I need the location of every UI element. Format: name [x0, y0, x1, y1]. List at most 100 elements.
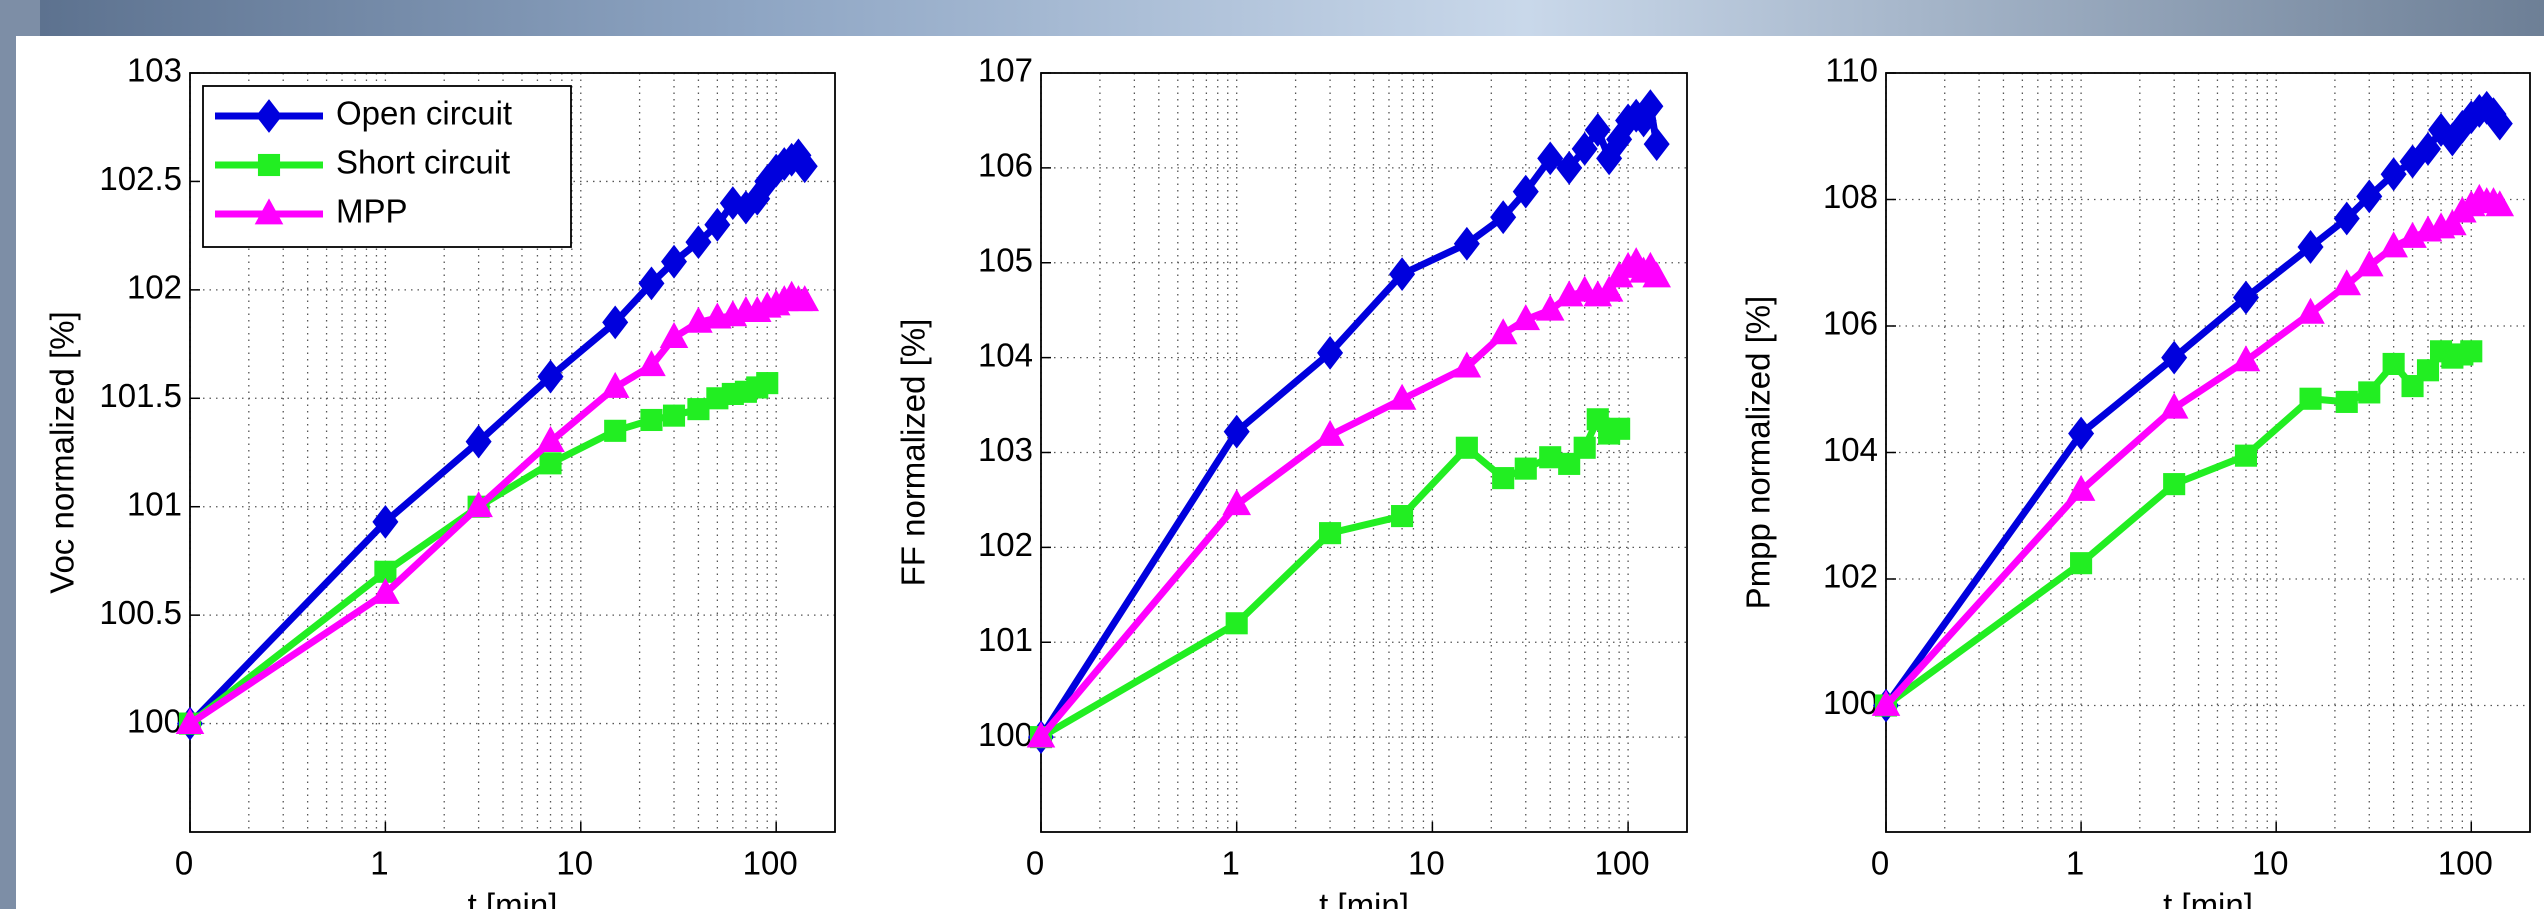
marker-triangle — [2379, 231, 2408, 258]
marker-square — [2382, 352, 2405, 375]
x-axis-label: t [min] — [1319, 887, 1409, 909]
marker-square — [257, 153, 281, 177]
x-tick-label: 0 — [1026, 845, 1044, 882]
marker-diamond — [372, 504, 399, 539]
marker-diamond — [537, 359, 564, 394]
y-tick-label: 102 — [127, 269, 182, 306]
marker-diamond — [791, 149, 818, 184]
marker-square — [2234, 444, 2258, 467]
y-tick-label: 110 — [1825, 52, 1878, 89]
marker-square — [539, 452, 562, 475]
marker-triangle — [2485, 190, 2515, 217]
legend-label: Short circuit — [336, 144, 510, 181]
marker-triangle — [1511, 304, 1541, 331]
marker-triangle — [371, 577, 400, 604]
x-tick-label: 10 — [1408, 845, 1445, 882]
x-tick-label: 100 — [1595, 845, 1650, 882]
marker-square — [1455, 436, 1478, 459]
marker-diamond — [1584, 113, 1611, 147]
marker-diamond — [1512, 174, 1539, 209]
y-tick-label: 100 — [1823, 684, 1878, 721]
marker-diamond — [704, 207, 731, 242]
marker-triangle — [175, 707, 205, 734]
marker-diamond — [2356, 179, 2383, 214]
marker-triangle — [1535, 294, 1565, 321]
marker-diamond — [2380, 157, 2407, 192]
marker-square — [756, 372, 779, 395]
chart-panel: 100 100.5 101 101.5 102 102.5 103 0 1 10 100 Voc no… — [44, 52, 836, 909]
x-tick-label: 100 — [2438, 845, 2493, 882]
marker-diamond — [661, 244, 688, 279]
y-tick-label: 102.5 — [99, 160, 182, 197]
marker-diamond — [1643, 127, 1670, 162]
x-axis-label: t [min] — [2163, 887, 2253, 909]
x-tick-label: 1 — [1222, 845, 1240, 882]
y-tick-label: 103 — [127, 52, 182, 89]
marker-triangle — [464, 491, 493, 518]
marker-diamond — [754, 164, 781, 199]
marker-diamond — [1317, 335, 1344, 370]
marker-diamond — [2414, 132, 2441, 166]
marker-diamond — [1630, 103, 1657, 138]
marker-triangle — [1871, 689, 1901, 716]
marker-diamond — [1556, 150, 1583, 185]
marker-triangle — [2332, 269, 2362, 296]
marker-triangle — [1642, 261, 1671, 288]
marker-diamond — [1389, 257, 1416, 292]
y-tick-label: 104 — [1823, 431, 1878, 468]
marker-triangle — [659, 321, 689, 348]
marker-diamond — [638, 266, 665, 301]
marker-diamond — [2161, 340, 2188, 375]
marker-square — [2070, 552, 2093, 575]
x-axis-label: t [min] — [468, 887, 558, 909]
plot-frame — [189, 72, 836, 833]
marker-triangle — [2354, 250, 2384, 277]
marker-square — [2299, 387, 2322, 410]
marker-triangle — [2159, 392, 2189, 419]
y-tick-label: 100.5 — [99, 594, 182, 631]
marker-square — [1391, 505, 1414, 528]
x-tick-label: 1 — [370, 845, 388, 882]
y-tick-label: 106 — [1823, 305, 1878, 342]
marker-diamond — [2333, 201, 2360, 236]
y-tick-label: 101 — [978, 621, 1033, 658]
marker-triangle — [1026, 721, 1056, 748]
marker-square — [2358, 381, 2381, 404]
marker-square — [2460, 340, 2483, 363]
marker-diamond — [1453, 226, 1480, 261]
y-tick-label: 100 — [978, 716, 1033, 753]
x-tick-label: 1 — [2066, 845, 2084, 882]
marker-diamond — [2068, 416, 2095, 451]
marker-triangle — [2231, 345, 2261, 372]
x-tick-label: 10 — [556, 845, 593, 882]
marker-triangle — [1488, 318, 1518, 345]
marker-square — [687, 398, 710, 421]
marker-triangle — [1387, 383, 1417, 410]
chart-panel: 100 101 102 103 104 105 106 107 0 1 10 100 FF normal… — [895, 52, 1688, 909]
marker-diamond — [2486, 106, 2513, 141]
marker-diamond — [2439, 122, 2466, 157]
marker-triangle — [637, 350, 666, 377]
marker-triangle — [1315, 419, 1345, 446]
marker-diamond — [2399, 144, 2426, 179]
marker-square — [1514, 457, 1537, 480]
marker-square — [2163, 473, 2186, 496]
y-tick-label: 102 — [1823, 558, 1878, 595]
marker-diamond — [2232, 280, 2259, 315]
marker-square — [1319, 522, 1342, 545]
y-tick-label: 101.5 — [99, 377, 182, 414]
y-axis-label: Pmpp normalized [%] — [1740, 296, 1777, 610]
y-tick-label: 106 — [978, 147, 1033, 184]
marker-diamond — [1606, 122, 1633, 157]
marker-diamond — [1571, 132, 1598, 166]
legend: Open circuit Short circuit MPP — [202, 85, 572, 248]
marker-diamond — [1637, 89, 1664, 124]
marker-diamond — [685, 225, 712, 260]
marker-square — [1492, 467, 1515, 490]
x-tick-label: 10 — [2252, 845, 2289, 882]
marker-diamond — [744, 181, 771, 216]
marker-triangle — [2296, 297, 2325, 324]
